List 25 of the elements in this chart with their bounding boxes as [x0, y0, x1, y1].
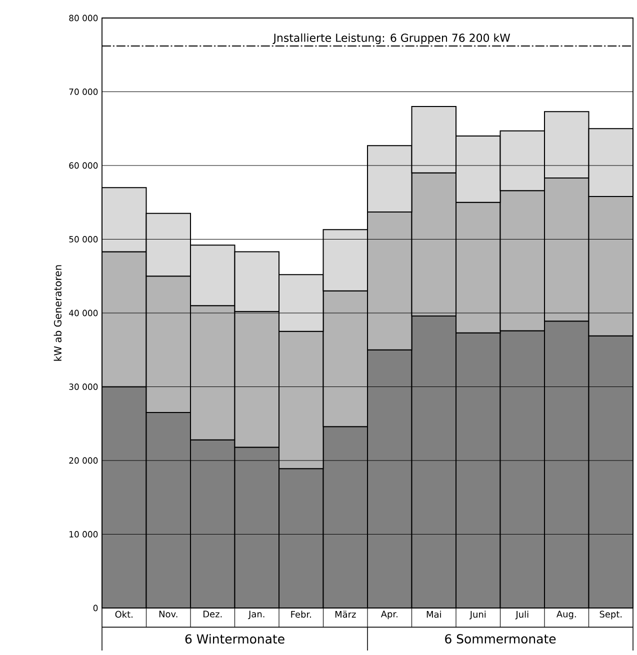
x-tick-label: Jan. [248, 610, 264, 620]
x-tick-label: Juli [515, 610, 528, 620]
y-tick-label: 70 000 [69, 88, 98, 95]
x-tick-label: Mai [426, 610, 441, 618]
y-tick-label: 0 [93, 604, 98, 612]
y-tick-label: 10 000 [70, 531, 98, 538]
x-tick-label: Dez. [204, 610, 222, 618]
x-tick-label: Aug. [556, 610, 576, 620]
y-tick-label: 50 000 [69, 236, 98, 242]
y-tick-label: 80 000 [69, 14, 98, 22]
y-tick-label: 20 000 [69, 457, 98, 464]
text: 6 Wintermonate [185, 634, 284, 644]
x-tick-label: Febr. [291, 610, 311, 618]
y-axis-title: kW ab Generatoren [54, 265, 62, 361]
x-tick-label: März [335, 610, 356, 618]
y-tick-label: 40 000 [69, 310, 98, 316]
x-tick-label: Apr. [380, 610, 398, 620]
y-tick-label: 60 000 [69, 162, 98, 169]
text: 6 Sommermonate [445, 634, 556, 644]
x-tick-label: Sept. [600, 610, 622, 620]
x-tick-label: Juni [469, 610, 486, 620]
x-tick-label: Nov. [159, 610, 178, 618]
ref-line-label: Jnstallierte Leistung: 6 Gruppen 76 200 kW [272, 33, 510, 44]
y-tick-label: 30 000 [69, 384, 98, 390]
x-tick-label: Okt. [115, 610, 132, 618]
